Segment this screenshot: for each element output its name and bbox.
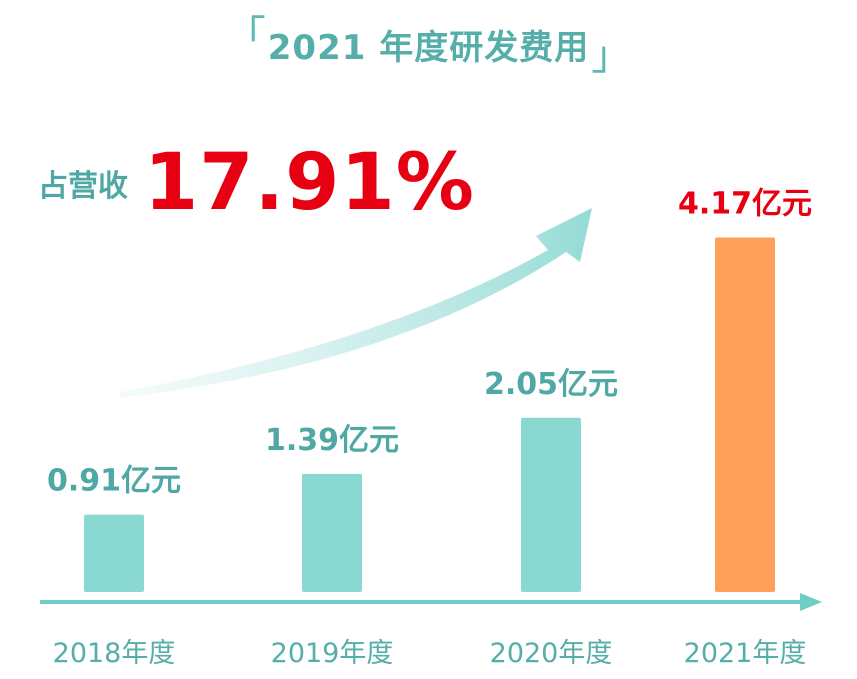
- axis-arrow-icon: [800, 593, 822, 611]
- category-label-3: 2021年度: [684, 638, 807, 669]
- bars-group: 0.91亿元 1.39亿元 2.05亿元 4.17亿元: [47, 187, 812, 593]
- bar-1: [302, 473, 362, 592]
- ratio-value: 17.91%: [144, 138, 475, 228]
- x-axis: 2018年度 2019年度 2020年度 2021年度: [40, 593, 822, 669]
- bar-2: [521, 417, 581, 592]
- value-label-0: 0.91亿元: [47, 464, 181, 499]
- value-label-2: 2.05亿元: [484, 367, 618, 402]
- chart-title: 「 2021 年度研发费用 」: [0, 13, 857, 79]
- title-text: 2021 年度研发费用: [267, 27, 590, 68]
- value-label-1: 1.39亿元: [265, 423, 399, 458]
- category-label-1: 2019年度: [271, 638, 394, 669]
- ratio-label: 占营收: [38, 169, 128, 204]
- category-label-0: 2018年度: [53, 638, 176, 669]
- bar-0: [84, 514, 144, 592]
- category-label-2: 2020年度: [490, 638, 613, 669]
- value-label-3: 4.17亿元: [678, 187, 812, 222]
- title-close-bracket: 」: [591, 33, 632, 79]
- bar-3: [715, 237, 775, 593]
- revenue-ratio: 占营收 17.91%: [38, 138, 475, 228]
- title-open-bracket: 「: [225, 13, 266, 59]
